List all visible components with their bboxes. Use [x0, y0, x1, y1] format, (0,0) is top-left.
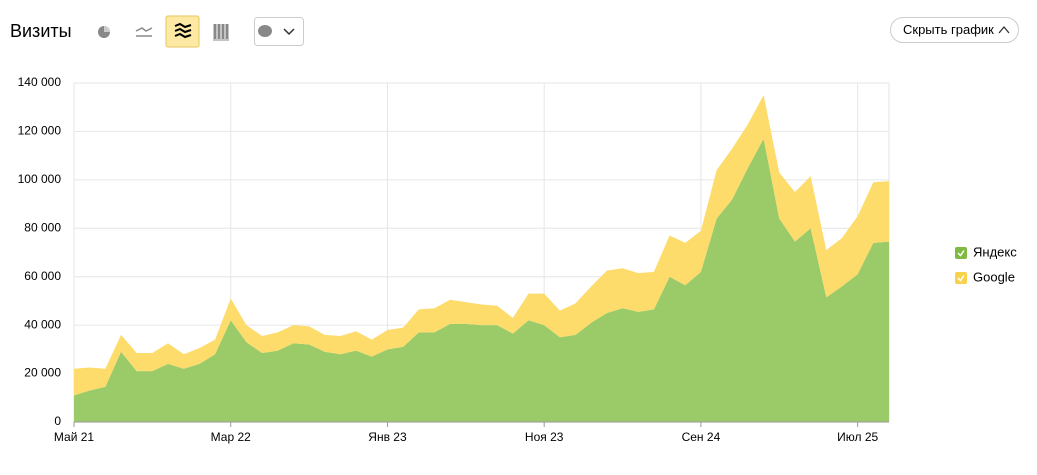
button-label: Скрыть график	[903, 22, 994, 37]
x-tick-label: Ноя 23	[525, 430, 564, 444]
toolbar	[98, 15, 304, 48]
y-tick-label: 80 000	[24, 220, 61, 234]
x-tick-label: Май 21	[54, 430, 95, 444]
x-tick-label: Июл 25	[837, 430, 878, 444]
chart-title: Визиты	[10, 21, 72, 41]
hide-chart-button[interactable]: Скрыть график	[890, 17, 1019, 43]
x-tick-label: Сен 24	[682, 430, 721, 444]
line-icon[interactable]	[135, 27, 153, 37]
bar-icon[interactable]	[213, 24, 229, 41]
area	[74, 95, 889, 396]
legend-swatch	[955, 272, 967, 284]
y-tick-label: 100 000	[18, 172, 62, 186]
legend-check	[957, 250, 965, 257]
legend-swatch	[955, 247, 967, 259]
x-tick-label: Мар 22	[211, 430, 251, 444]
y-tick-label: 40 000	[24, 317, 61, 331]
pie-icon[interactable]	[98, 26, 110, 38]
area-icon[interactable]	[165, 15, 200, 48]
y-tick-label: 0	[54, 414, 61, 428]
y-tick-label: 120 000	[18, 124, 62, 138]
legend-label: Google	[973, 269, 1015, 284]
legend-check	[957, 275, 965, 282]
area	[74, 138, 889, 422]
y-tick-label: 60 000	[24, 269, 61, 283]
y-tick-label: 20 000	[24, 366, 61, 380]
legend-label: Яндекс	[973, 244, 1017, 259]
comment-button[interactable]	[254, 17, 304, 46]
y-tick-label: 140 000	[18, 75, 62, 89]
x-tick-label: Янв 23	[368, 430, 407, 444]
